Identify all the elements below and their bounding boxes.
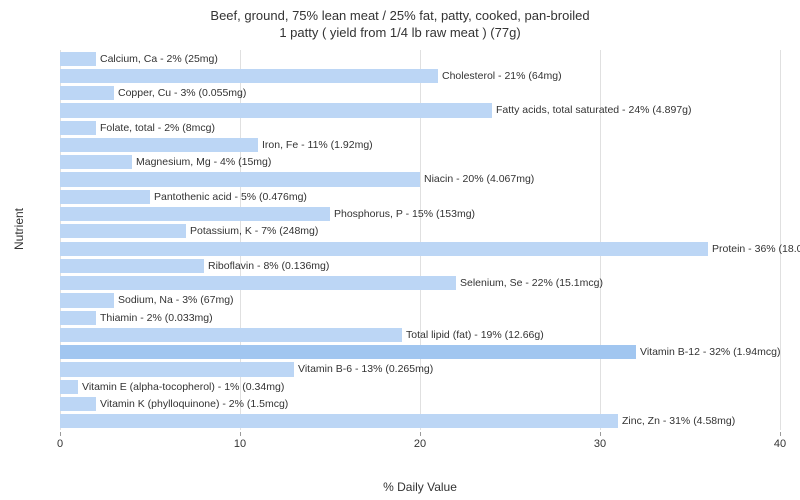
- nutrient-label: Iron, Fe - 11% (1.92mg): [258, 138, 373, 152]
- nutrient-bar: [60, 276, 456, 290]
- nutrient-row: Cholesterol - 21% (64mg): [60, 67, 780, 84]
- nutrient-bar: [60, 311, 96, 325]
- nutrient-chart: Beef, ground, 75% lean meat / 25% fat, p…: [0, 0, 800, 500]
- nutrient-bar: [60, 362, 294, 376]
- x-tick: [780, 432, 781, 436]
- nutrient-bar: [60, 259, 204, 273]
- nutrient-label: Cholesterol - 21% (64mg): [438, 69, 562, 83]
- nutrient-label: Selenium, Se - 22% (15.1mcg): [456, 276, 603, 290]
- nutrient-label: Vitamin E (alpha-tocopherol) - 1% (0.34m…: [78, 380, 284, 394]
- nutrient-bar: [60, 190, 150, 204]
- nutrient-row: Potassium, K - 7% (248mg): [60, 223, 780, 240]
- nutrient-label: Niacin - 20% (4.067mg): [420, 172, 534, 186]
- nutrient-bar: [60, 414, 618, 428]
- x-tick-label: 20: [414, 438, 426, 450]
- nutrient-label: Pantothenic acid - 5% (0.476mg): [150, 190, 307, 204]
- nutrient-row: Vitamin E (alpha-tocopherol) - 1% (0.34m…: [60, 378, 780, 395]
- nutrient-row: Sodium, Na - 3% (67mg): [60, 292, 780, 309]
- nutrient-label: Vitamin B-6 - 13% (0.265mg): [294, 362, 433, 376]
- nutrient-row: Niacin - 20% (4.067mg): [60, 171, 780, 188]
- x-axis-area: 010203040: [60, 432, 780, 452]
- nutrient-label: Magnesium, Mg - 4% (15mg): [132, 155, 271, 169]
- nutrient-row: Thiamin - 2% (0.033mg): [60, 309, 780, 326]
- nutrient-bar: [60, 380, 78, 394]
- x-tick-label: 30: [594, 438, 606, 450]
- nutrient-row: Vitamin K (phylloquinone) - 2% (1.5mcg): [60, 395, 780, 412]
- nutrient-label: Folate, total - 2% (8mcg): [96, 121, 215, 135]
- nutrient-row: Magnesium, Mg - 4% (15mg): [60, 154, 780, 171]
- nutrient-label: Thiamin - 2% (0.033mg): [96, 311, 213, 325]
- nutrient-row: Vitamin B-6 - 13% (0.265mg): [60, 361, 780, 378]
- nutrient-row: Copper, Cu - 3% (0.055mg): [60, 85, 780, 102]
- y-axis-label: Nutrient: [12, 208, 26, 250]
- x-tick: [240, 432, 241, 436]
- nutrient-bar: [60, 138, 258, 152]
- x-axis-label: % Daily Value: [60, 480, 780, 494]
- nutrient-row: Vitamin B-12 - 32% (1.94mcg): [60, 344, 780, 361]
- x-tick: [60, 432, 61, 436]
- nutrient-row: Folate, total - 2% (8mcg): [60, 119, 780, 136]
- nutrient-bar: [60, 86, 114, 100]
- nutrient-bar: [60, 69, 438, 83]
- nutrient-row: Iron, Fe - 11% (1.92mg): [60, 136, 780, 153]
- nutrient-label: Vitamin B-12 - 32% (1.94mcg): [636, 345, 780, 359]
- nutrient-bar: [60, 207, 330, 221]
- title-line-1: Beef, ground, 75% lean meat / 25% fat, p…: [0, 8, 800, 25]
- nutrient-label: Sodium, Na - 3% (67mg): [114, 293, 234, 307]
- nutrient-bar: [60, 242, 708, 256]
- nutrient-row: Calcium, Ca - 2% (25mg): [60, 50, 780, 67]
- nutrient-bar: [60, 52, 96, 66]
- nutrient-bar: [60, 172, 420, 186]
- nutrient-row: Total lipid (fat) - 19% (12.66g): [60, 326, 780, 343]
- x-tick-label: 10: [234, 438, 246, 450]
- nutrient-bar: [60, 345, 636, 359]
- nutrient-row: Pantothenic acid - 5% (0.476mg): [60, 188, 780, 205]
- nutrient-bar: [60, 328, 402, 342]
- x-tick-label: 0: [57, 438, 63, 450]
- x-tick-label: 40: [774, 438, 786, 450]
- nutrient-row: Riboflavin - 8% (0.136mg): [60, 257, 780, 274]
- nutrient-row: Fatty acids, total saturated - 24% (4.89…: [60, 102, 780, 119]
- title-line-2: 1 patty ( yield from 1/4 lb raw meat ) (…: [0, 25, 800, 42]
- nutrient-label: Riboflavin - 8% (0.136mg): [204, 259, 329, 273]
- bars-area: Calcium, Ca - 2% (25mg) Cholesterol - 21%…: [60, 50, 780, 430]
- x-tick: [420, 432, 421, 436]
- nutrient-row: Phosphorus, P - 15% (153mg): [60, 205, 780, 222]
- nutrient-bar: [60, 293, 114, 307]
- nutrient-bar: [60, 397, 96, 411]
- gridline: [780, 50, 781, 430]
- nutrient-label: Zinc, Zn - 31% (4.58mg): [618, 414, 735, 428]
- nutrient-label: Copper, Cu - 3% (0.055mg): [114, 86, 246, 100]
- nutrient-label: Total lipid (fat) - 19% (12.66g): [402, 328, 544, 342]
- nutrient-label: Vitamin K (phylloquinone) - 2% (1.5mcg): [96, 397, 288, 411]
- nutrient-label: Potassium, K - 7% (248mg): [186, 224, 318, 238]
- nutrient-label: Protein - 36% (18.06g): [708, 242, 800, 256]
- nutrient-bar: [60, 121, 96, 135]
- x-tick: [600, 432, 601, 436]
- chart-title: Beef, ground, 75% lean meat / 25% fat, p…: [0, 0, 800, 42]
- nutrient-row: Selenium, Se - 22% (15.1mcg): [60, 275, 780, 292]
- nutrient-row: Protein - 36% (18.06g): [60, 240, 780, 257]
- nutrient-label: Phosphorus, P - 15% (153mg): [330, 207, 475, 221]
- nutrient-bar: [60, 155, 132, 169]
- plot-area: Calcium, Ca - 2% (25mg) Cholesterol - 21%…: [60, 50, 780, 450]
- nutrient-bar: [60, 224, 186, 238]
- nutrient-label: Fatty acids, total saturated - 24% (4.89…: [492, 103, 692, 117]
- nutrient-row: Zinc, Zn - 31% (4.58mg): [60, 413, 780, 430]
- nutrient-bar: [60, 103, 492, 117]
- nutrient-label: Calcium, Ca - 2% (25mg): [96, 52, 218, 66]
